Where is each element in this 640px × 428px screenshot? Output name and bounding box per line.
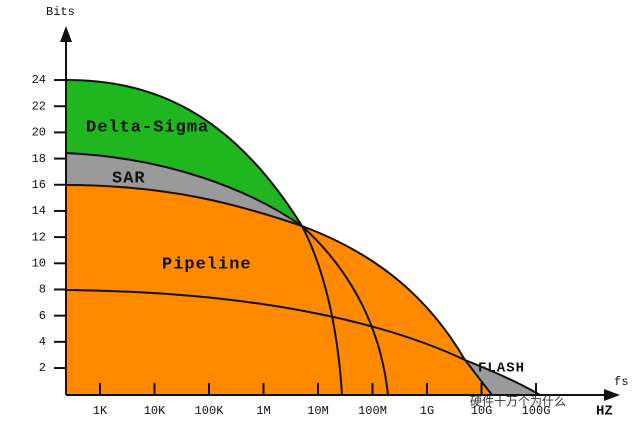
x-tick-label: 1M [256, 404, 270, 418]
inner-curve [301, 225, 343, 396]
y-tick-label: 20 [32, 126, 46, 140]
x-tick-label: 100M [358, 404, 387, 418]
x-tick-label: 10K [144, 404, 166, 418]
delta-sigma-region [66, 80, 302, 226]
x-tick-label: 100G [522, 404, 551, 418]
x-tick-label: 10G [471, 404, 493, 418]
y-tick-label: 18 [32, 152, 46, 166]
region-label: Delta-Sigma [86, 118, 209, 137]
y-tick-label: 22 [32, 99, 46, 113]
pipeline-region [66, 185, 492, 395]
y-tick-label: 8 [39, 283, 46, 297]
x-axis-arrow [604, 389, 620, 401]
y-tick-label: 2 [39, 361, 46, 375]
sar-boundary [65, 152, 303, 227]
y-axis-arrow [60, 26, 72, 42]
y-tick-label: 16 [32, 178, 46, 192]
y-tick-label: 12 [32, 230, 46, 244]
delta-sigma-boundary [65, 79, 303, 227]
region-label: SAR [112, 169, 146, 188]
x-tick-label: 10M [307, 404, 329, 418]
x-axis-unit: HZ [596, 404, 613, 420]
y-tick-label: 4 [39, 335, 46, 349]
x-axis-label: fs [614, 375, 628, 389]
region-label: FLASH [478, 361, 525, 377]
y-tick-label: 10 [32, 256, 46, 270]
y-tick-label: 14 [32, 204, 46, 218]
inner-curve [301, 225, 389, 396]
flash-boundary [65, 289, 541, 396]
y-axis-label: Bits [46, 5, 75, 19]
y-tick-label: 24 [32, 73, 46, 87]
x-tick-label: 100K [195, 404, 225, 418]
watermark: 硬件十万个为什么 [470, 395, 566, 409]
x-tick-label: 1K [93, 404, 108, 418]
x-tick-label: 1G [420, 404, 434, 418]
y-tick-label: 6 [39, 309, 46, 323]
region-label: Pipeline [162, 255, 252, 274]
